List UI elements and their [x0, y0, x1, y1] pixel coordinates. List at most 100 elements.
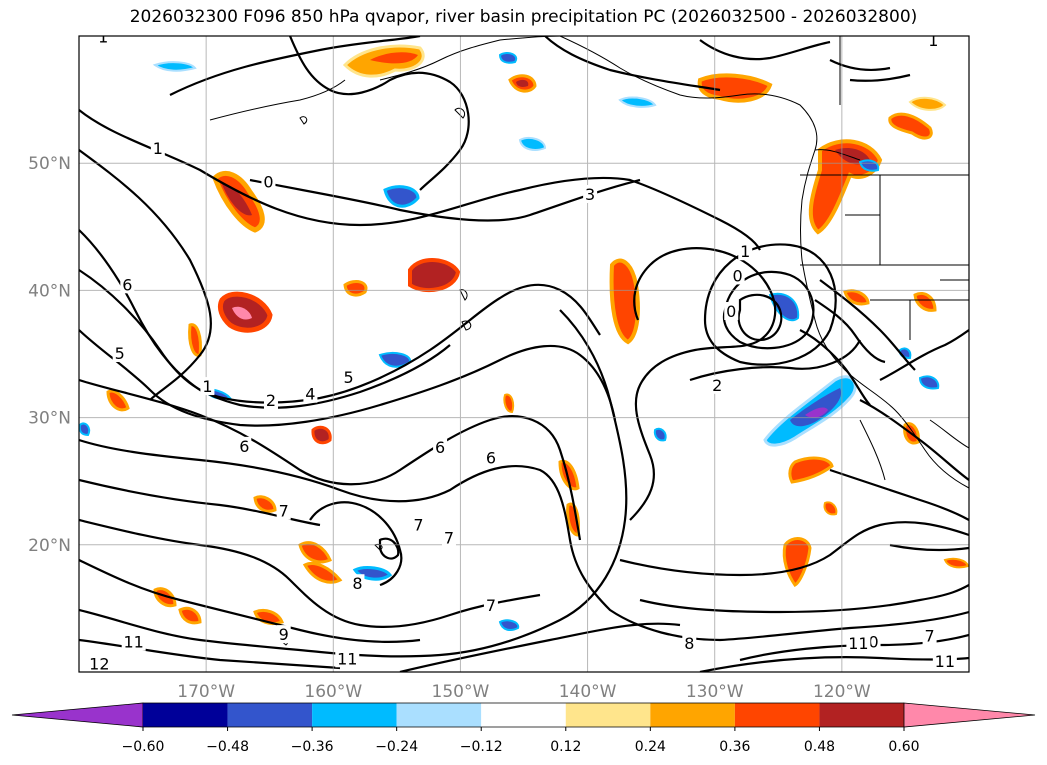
contour-label-bg: [341, 368, 356, 387]
contour-line: [849, 73, 911, 82]
contour-label-bg: [932, 651, 957, 670]
contour-line: [79, 309, 628, 658]
contour-line: [169, 36, 421, 96]
pc-blob: [408, 258, 461, 293]
contour-label-bg: [276, 501, 291, 520]
colorbar-box: [565, 703, 651, 727]
pc-blob: [805, 407, 828, 418]
contour-label-bg: [710, 375, 725, 394]
contour-line: [79, 559, 421, 644]
colorbar-tick-label: 0.48: [804, 739, 835, 755]
pc-blob: [106, 389, 130, 412]
contour-label-bg: [120, 275, 135, 294]
contour-label: 6: [122, 275, 132, 294]
map-panel: 1111103100651245266677748798710111111111…: [79, 27, 1047, 680]
lat-label: 50°N: [28, 154, 71, 174]
pc-blob: [383, 185, 420, 208]
colorbar-extend-min: [11, 702, 144, 728]
lon-label: 140°W: [559, 682, 617, 702]
pc-blob: [790, 388, 842, 427]
contour-label: 3: [585, 185, 595, 204]
colorbar: [11, 702, 1036, 728]
pc-blob: [498, 52, 518, 64]
contour-label: 1: [928, 31, 938, 50]
contour-label: 5: [343, 368, 353, 387]
lon-label: 130°W: [686, 682, 744, 702]
pc-blob: [653, 427, 667, 442]
contour-line: [859, 399, 969, 481]
contour-label: 4: [305, 385, 315, 404]
colorbar-box: [481, 703, 566, 727]
colorbar-box: [819, 703, 904, 727]
pc-blob: [943, 557, 969, 569]
contour-label-bg: [724, 302, 739, 321]
contour-line: [378, 537, 400, 560]
pc-blob: [609, 258, 640, 345]
contour-line: [79, 638, 341, 670]
contour-line: [879, 329, 969, 381]
lon-label: 170°W: [177, 682, 235, 702]
contour-label-bg: [441, 528, 456, 547]
contour-label: 5: [115, 344, 125, 363]
contour-line: [79, 518, 541, 629]
contour-label-bg: [150, 139, 165, 158]
pc-blob: [908, 96, 947, 111]
colorbar-tick-label: −0.36: [291, 739, 334, 755]
contour-label: 11: [1008, 661, 1028, 680]
contour-label: 11: [337, 649, 357, 668]
lon-label: 150°W: [432, 682, 490, 702]
colorbar-box: [143, 703, 228, 727]
contour-label-bg: [1007, 661, 1031, 679]
coastline: [461, 320, 472, 331]
pc-blob: [913, 292, 937, 312]
pc-blob: [823, 501, 838, 516]
colorbar-tick-label: −0.60: [122, 739, 165, 755]
contour-label-bg: [433, 438, 448, 457]
contour-label: 2: [266, 391, 276, 410]
colorbar-box: [650, 703, 735, 727]
contour-label-bg: [922, 626, 937, 645]
contour-label-bg: [991, 35, 1005, 53]
contour-label-bg: [237, 436, 252, 455]
contour-label-bg: [276, 625, 291, 644]
pc-blob: [918, 375, 940, 390]
pc-blob: [232, 306, 252, 320]
contour-label: 1: [98, 27, 108, 46]
figure-title: 2026032300 F096 850 hPa qvapor, river ba…: [129, 7, 918, 27]
pc-blob: [152, 61, 197, 72]
pc-blob: [370, 52, 418, 64]
pc-blob: [311, 425, 332, 445]
coastline: [299, 116, 308, 125]
lat-label: 30°N: [28, 409, 71, 429]
pc-blob: [618, 96, 657, 108]
pc-blob: [518, 137, 547, 151]
colorbar-box: [227, 703, 313, 727]
pc-blob: [843, 289, 870, 306]
colorbar-outline: [143, 702, 904, 728]
contour-label-bg: [846, 634, 871, 653]
coastline: [454, 107, 466, 119]
contour-label-bg: [483, 595, 498, 614]
contour-line: [619, 521, 969, 577]
contour-label: 9: [279, 625, 289, 644]
contour-label-bg: [121, 632, 146, 651]
contour-label-bg: [87, 654, 112, 672]
pc-blob: [153, 587, 177, 608]
coastline: [459, 289, 468, 301]
contour-label-bg: [411, 515, 426, 534]
qvapor-contours: [79, 36, 969, 672]
lat-label: 40°N: [28, 281, 71, 301]
contour-label-bg: [335, 649, 360, 668]
contour-label: 7: [486, 596, 496, 615]
contour-label-bg: [303, 384, 318, 403]
contour-label-bg: [350, 574, 365, 593]
graticule: [79, 36, 969, 672]
border: [845, 214, 969, 266]
contour-label-bg: [738, 242, 753, 261]
contour-label-bg: [1037, 307, 1047, 325]
contour-line: [79, 269, 451, 409]
contour-line: [722, 270, 815, 350]
contour-line: [699, 39, 831, 61]
contour-line: [399, 622, 681, 672]
contour-label-bg: [261, 172, 276, 191]
